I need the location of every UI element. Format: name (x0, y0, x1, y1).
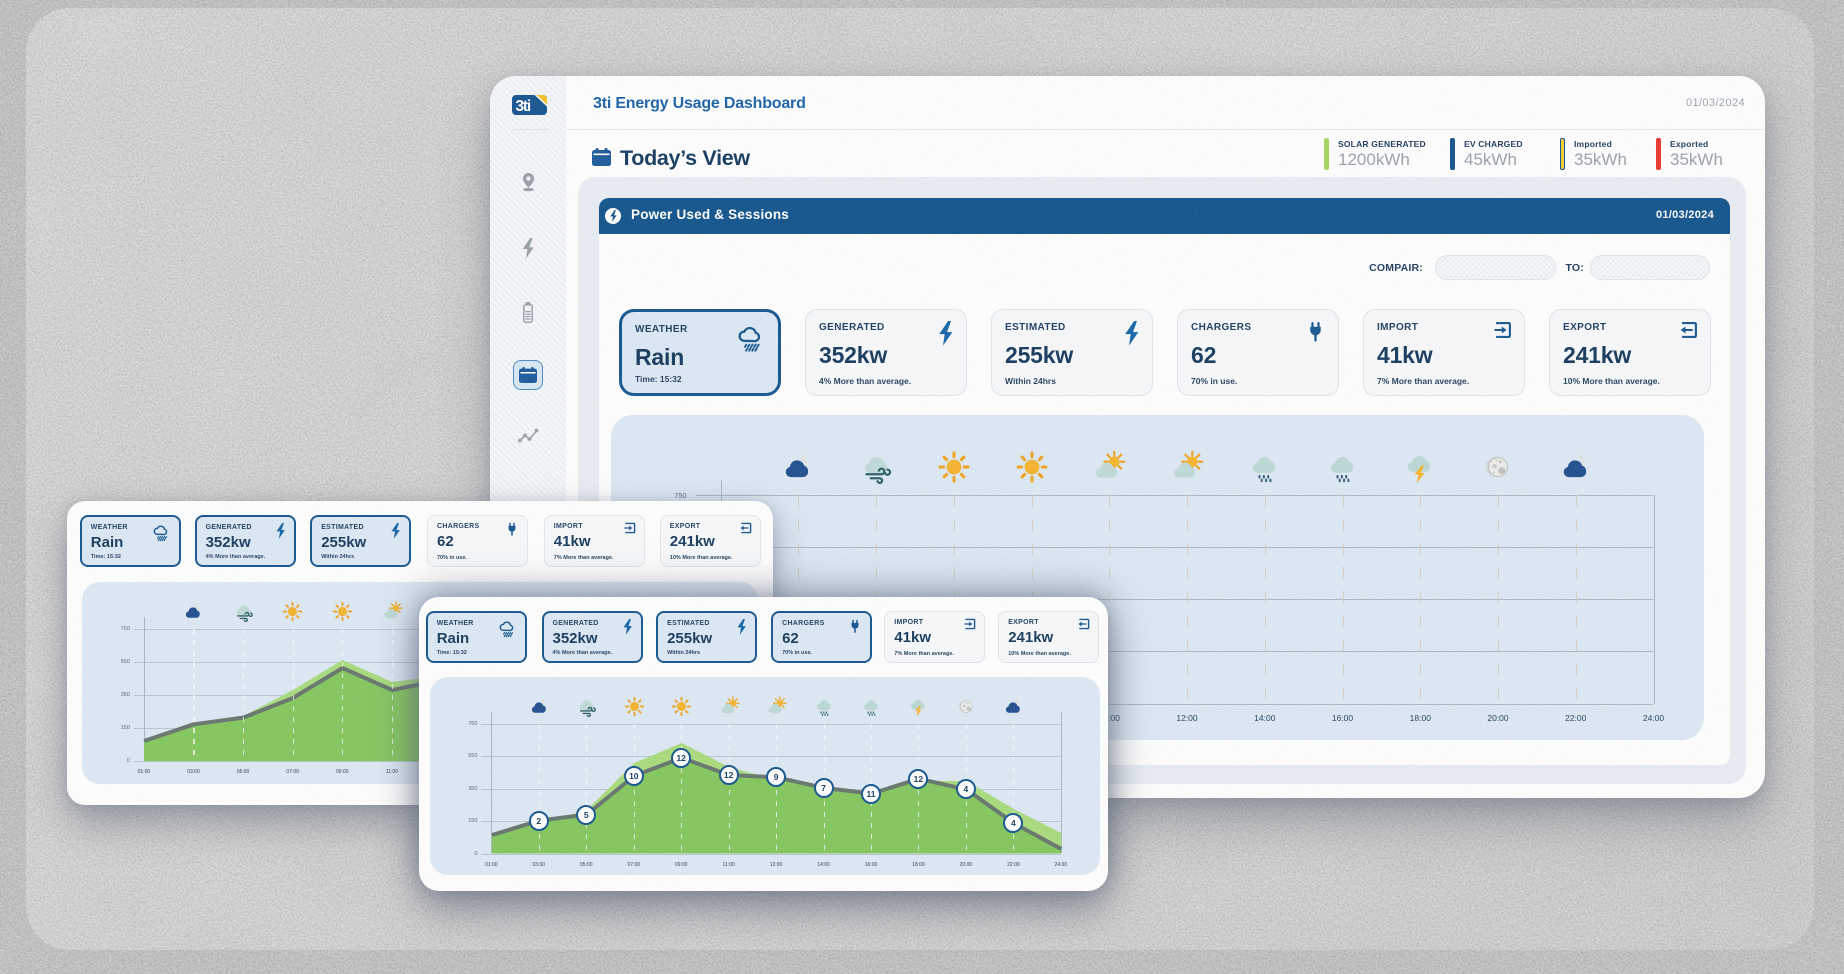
svg-text:3ti: 3ti (516, 98, 531, 115)
